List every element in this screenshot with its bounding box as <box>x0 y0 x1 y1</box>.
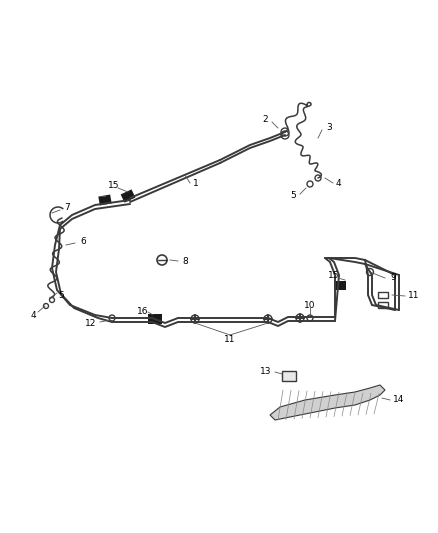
Text: 15: 15 <box>328 271 340 280</box>
Bar <box>148 314 162 324</box>
Text: 10: 10 <box>304 301 316 310</box>
Text: 11: 11 <box>408 292 420 301</box>
Bar <box>120 189 135 203</box>
Polygon shape <box>270 385 385 420</box>
Text: 11: 11 <box>224 335 236 343</box>
Text: 9: 9 <box>390 272 396 281</box>
Bar <box>334 280 346 289</box>
Text: 16: 16 <box>137 306 149 316</box>
Text: 14: 14 <box>393 395 404 405</box>
Text: 5: 5 <box>290 191 296 200</box>
Text: 3: 3 <box>326 124 332 133</box>
Text: 5: 5 <box>58 292 64 301</box>
Bar <box>378 302 388 308</box>
Bar <box>98 195 112 206</box>
Text: 13: 13 <box>259 367 271 376</box>
Text: 6: 6 <box>80 238 86 246</box>
Text: 7: 7 <box>64 204 70 213</box>
Text: 1: 1 <box>193 179 199 188</box>
Text: 4: 4 <box>30 311 36 320</box>
Bar <box>378 292 388 298</box>
Text: 12: 12 <box>85 319 96 327</box>
Text: 4: 4 <box>336 179 342 188</box>
Text: 15: 15 <box>108 182 120 190</box>
Bar <box>282 371 296 381</box>
Text: 8: 8 <box>182 256 188 265</box>
Text: 2: 2 <box>262 116 268 125</box>
